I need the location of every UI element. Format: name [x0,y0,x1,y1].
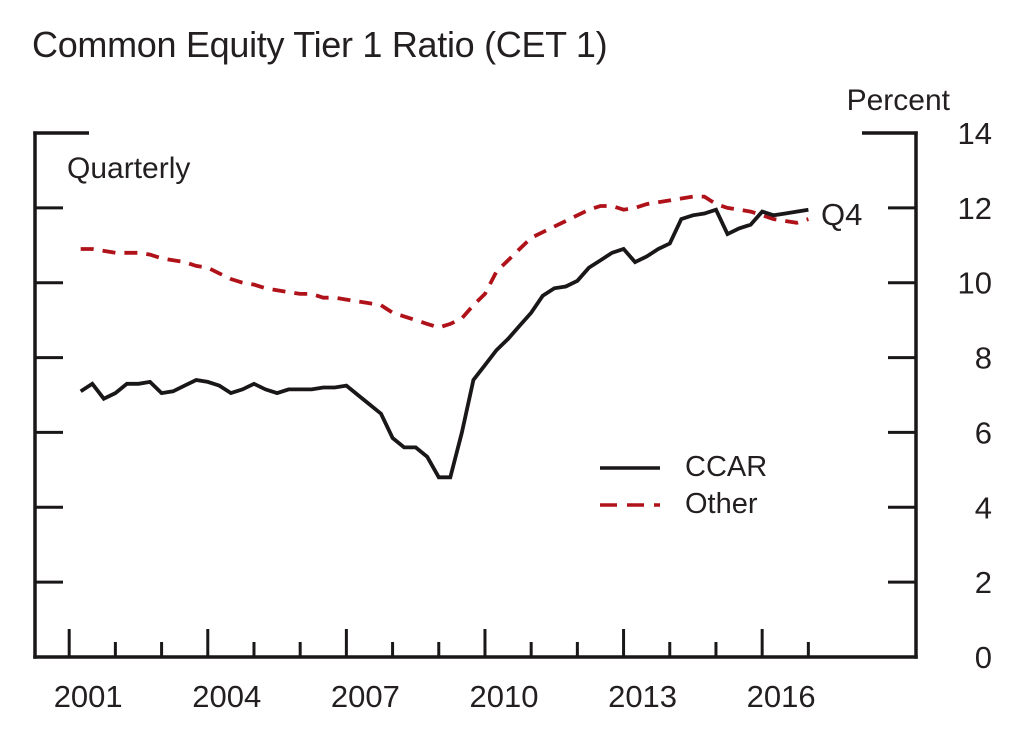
y-axis-label-6: 6 [975,415,992,450]
y-axis-label-8: 8 [975,341,992,376]
last-observation-label: Q4 [821,197,863,232]
y-axis-label-4: 4 [975,490,992,525]
other-line-swatch [600,502,660,507]
frequency-label: Quarterly [67,152,191,185]
y-axis-unit-label: Percent [846,84,950,117]
legend-label-ccar: CCAR [685,451,768,483]
x-axis-label-2010: 2010 [469,679,538,714]
y-axis-label-2: 2 [975,565,992,600]
series-line-other [80,194,809,330]
y-axis-label-14: 14 [958,116,992,151]
legend-label-other: Other [685,488,758,520]
legend-item-ccar: CCAR [599,449,767,486]
x-axis-label-2004: 2004 [192,679,261,714]
y-axis-label-12: 12 [958,191,992,226]
chart-title: Common Equity Tier 1 Ratio (CET 1) [32,24,608,65]
legend-item-other: Other [599,486,767,523]
x-axis-label-2001: 2001 [54,679,123,714]
x-axis-label-2013: 2013 [608,679,677,714]
legend: CCAR Other [599,449,767,523]
x-axis-label-2007: 2007 [331,679,400,714]
ccar-line-swatch [600,465,660,470]
y-axis-label-10: 10 [958,266,992,301]
x-axis-label-2016: 2016 [747,679,816,714]
series-line-ccar [79,207,809,480]
y-axis-label-0: 0 [975,640,992,675]
